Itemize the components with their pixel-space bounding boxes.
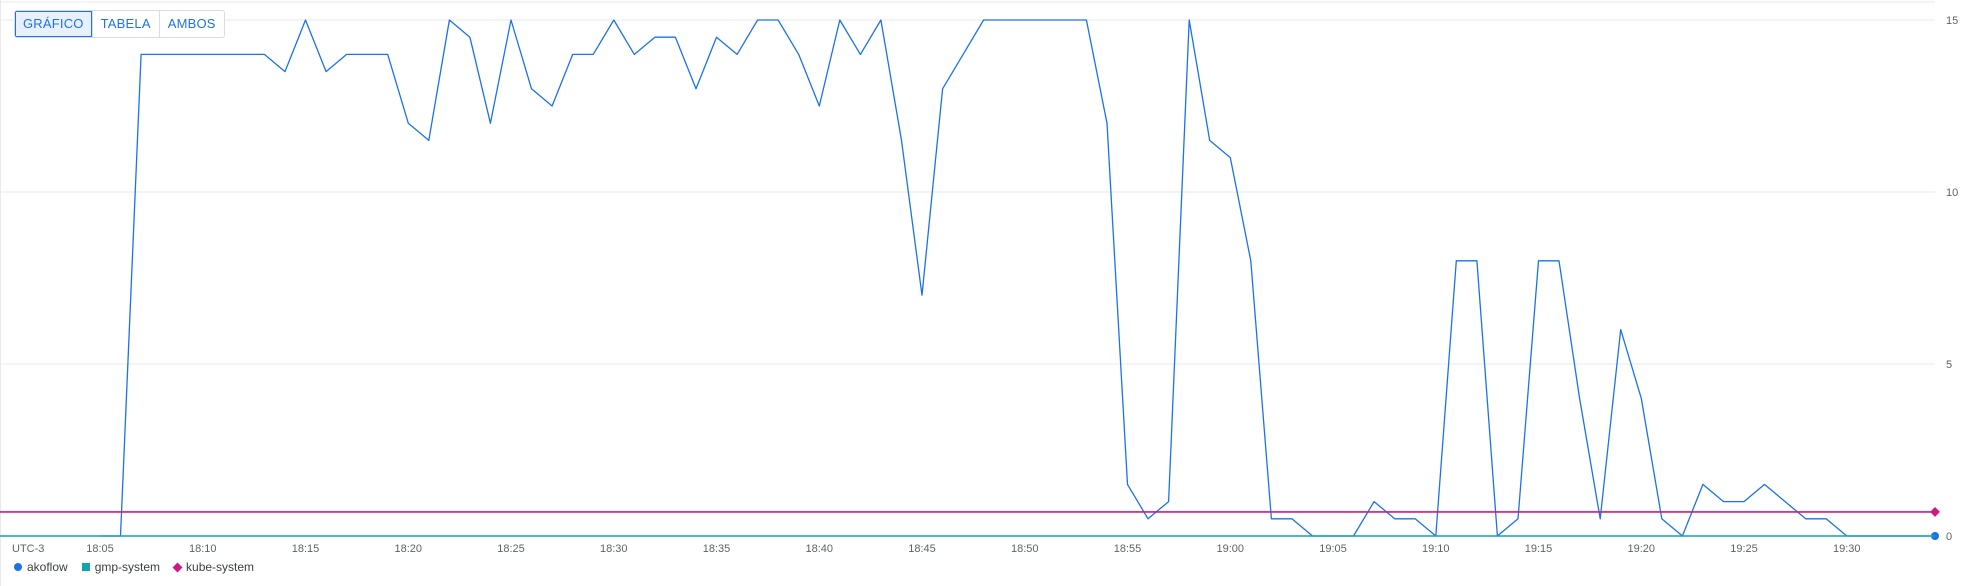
series-line-akoflow bbox=[100, 19, 1929, 537]
series-marker-icon bbox=[81, 563, 90, 571]
timezone-label: UTC-3 bbox=[12, 543, 44, 555]
x-tick-label: 18:40 bbox=[805, 543, 833, 555]
x-tick-label: 18:20 bbox=[394, 543, 422, 555]
chart-view-button[interactable]: GRÁFICO bbox=[15, 11, 93, 37]
x-tick-label: 19:10 bbox=[1422, 543, 1450, 555]
x-tick-label: 19:30 bbox=[1833, 543, 1861, 555]
legend-item-akoflow[interactable]: akoflow bbox=[14, 560, 68, 574]
view-toggle: GRÁFICO TABELA AMBOS bbox=[14, 10, 225, 38]
x-tick-label: 18:05 bbox=[86, 543, 114, 555]
panel-border bbox=[0, 0, 1, 586]
y-tick-label: 10 bbox=[1946, 187, 1958, 199]
y-tick-label: 0 bbox=[1946, 531, 1952, 543]
y-tick-label: 15 bbox=[1946, 15, 1958, 27]
legend-label: akoflow bbox=[27, 560, 68, 574]
chart-legend: akoflow gmp-system kube-system bbox=[14, 560, 254, 574]
x-tick-label: 18:50 bbox=[1011, 543, 1039, 555]
x-tick-label: 18:25 bbox=[497, 543, 525, 555]
table-view-button[interactable]: TABELA bbox=[93, 11, 160, 37]
x-tick-label: 18:15 bbox=[292, 543, 320, 555]
y-tick-label: 5 bbox=[1946, 359, 1952, 371]
end-marker-kube-system bbox=[1930, 506, 1940, 517]
x-tick-label: 19:05 bbox=[1319, 543, 1347, 555]
both-view-button[interactable]: AMBOS bbox=[167, 16, 216, 31]
legend-item-kube-system[interactable]: kube-system bbox=[172, 560, 255, 574]
x-tick-label: 18:35 bbox=[703, 543, 731, 555]
legend-label: gmp-system bbox=[94, 560, 161, 574]
x-tick-label: 19:25 bbox=[1730, 543, 1758, 555]
x-tick-label: 19:20 bbox=[1627, 543, 1655, 555]
legend-label: kube-system bbox=[186, 560, 255, 574]
x-tick-label: 18:10 bbox=[189, 543, 217, 555]
legend-item-gmp-system[interactable]: gmp-system bbox=[81, 560, 161, 574]
x-tick-label: 19:00 bbox=[1216, 543, 1244, 555]
x-tick-label: 18:45 bbox=[908, 543, 936, 555]
x-tick-label: 18:55 bbox=[1114, 543, 1142, 555]
x-tick-label: 19:15 bbox=[1525, 543, 1553, 555]
x-tick-label: 18:30 bbox=[600, 543, 628, 555]
series-marker-icon bbox=[14, 563, 22, 571]
series-marker-icon bbox=[172, 562, 183, 572]
